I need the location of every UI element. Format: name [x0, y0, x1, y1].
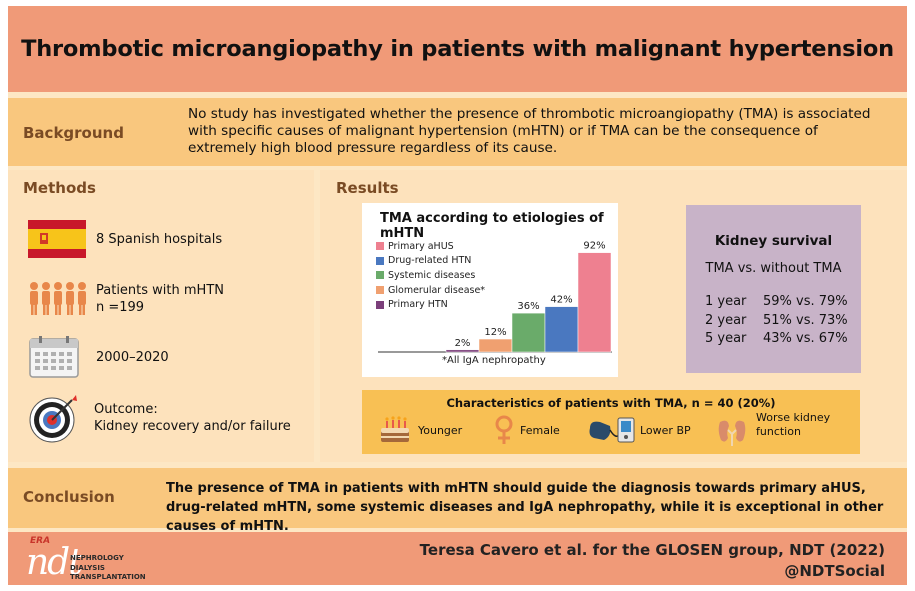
- characteristics-box: Characteristics of patients with TMA, n …: [362, 390, 860, 454]
- logo-line-1: NEPHROLOGY: [70, 554, 124, 562]
- legend-swatch: [376, 300, 384, 309]
- bar-value-label: 42%: [550, 295, 572, 306]
- blood-pressure-monitor-icon: [589, 417, 635, 443]
- kidney-row: 5 year 43% vs. 67%: [705, 330, 848, 349]
- kidney-row-value: 51% vs. 73%: [763, 312, 848, 328]
- characteristic-kidney-label-2: function: [756, 425, 801, 438]
- method-patients-count: n =199: [96, 300, 145, 315]
- kidney-row-value: 59% vs. 79%: [763, 294, 848, 309]
- characteristic-female: Female: [492, 414, 560, 446]
- characteristic-younger: Younger: [378, 414, 462, 446]
- background-label: Background: [23, 124, 124, 142]
- logo-line-2: DIALYSIS: [70, 563, 105, 572]
- bar-glomerular-disease: [478, 338, 513, 353]
- target-icon: [29, 395, 77, 443]
- bar-systemic-diseases: [511, 312, 546, 353]
- logo-journal-name: NEPHROLOGY DIALYSIS TRANSPLANTATION: [70, 554, 146, 583]
- legend-item: Systemic diseases: [376, 268, 485, 283]
- logo-line-3: TRANSPLANTATION: [70, 573, 146, 581]
- legend-item: Drug-related HTN: [376, 254, 485, 269]
- legend-label: Systemic diseases: [388, 269, 476, 281]
- conclusion-label: Conclusion: [23, 488, 115, 506]
- kidney-survival-subtitle: TMA vs. without TMA: [705, 261, 842, 276]
- kidney-row-year: 1 year: [705, 294, 747, 309]
- method-patients-text: Patients with mHTN: [96, 283, 224, 298]
- infographic: Thrombotic microangiopathy in patients w…: [8, 6, 907, 585]
- legend-label: Glomerular disease*: [388, 284, 486, 296]
- characteristic-lower-bp: Lower BP: [586, 414, 691, 446]
- ndt-logo: ndt ERA NEPHROLOGY DIALYSIS TRANSPLANTAT…: [22, 536, 192, 583]
- characteristic-kidney-function: Worse kidney function: [716, 411, 831, 448]
- legend-item: Glomerular disease*: [376, 283, 485, 298]
- results-section: Results 2% 12% 36% 42% 92% TMA according to …: [320, 170, 907, 462]
- conclusion-text: The presence of TMA in patients with mHT…: [166, 481, 884, 534]
- method-item-outcome: Outcome: Kidney recovery and/or failure: [28, 392, 291, 444]
- calendar-icon: [29, 336, 79, 378]
- citation-text: Teresa Cavero et al. for the GLOSEN grou…: [419, 541, 885, 559]
- characteristics-title: Characteristics of patients with TMA, n …: [446, 396, 776, 410]
- chart-legend: Primary aHUS Drug-related HTN Systemic dis…: [376, 239, 485, 312]
- characteristic-female-label: Female: [520, 423, 560, 437]
- background-section: Background No study has investigated whe…: [8, 98, 907, 166]
- chart-title: TMA according to etiologies of mHTN: [380, 211, 604, 241]
- bar-drug-related-htn: [544, 306, 579, 353]
- methods-label: Methods: [23, 179, 96, 197]
- bar-chart: 2% 12% 36% 42% 92%: [378, 241, 612, 353]
- kidney-survival-rows: 1 year 59% vs. 79% 2 year 51% vs. 73% 5 ye…: [705, 293, 848, 349]
- bar-value-label: 12%: [484, 327, 506, 338]
- chart-footnote: *All IgA nephropathy: [442, 355, 546, 366]
- bar-primary-htn: [445, 349, 480, 353]
- methods-section: Methods 8 Spanish hospitals: [8, 170, 314, 462]
- tma-etiology-chart: 2% 12% 36% 42% 92% TMA according to etiologi…: [362, 203, 618, 377]
- results-label: Results: [336, 179, 399, 197]
- title-bar: Thrombotic microangiopathy in patients w…: [8, 6, 907, 92]
- legend-swatch: [376, 286, 384, 295]
- method-item-period: 2000–2020: [28, 335, 169, 379]
- birthday-cake-icon: [381, 416, 409, 442]
- social-handle[interactable]: @NDTSocial: [784, 562, 885, 580]
- legend-swatch: [376, 256, 384, 265]
- patients-icon: [30, 282, 86, 315]
- spain-flag-icon: [28, 220, 86, 258]
- legend-label: Drug-related HTN: [388, 255, 472, 267]
- legend-swatch: [376, 242, 384, 251]
- kidney-survival-card: Kidney survival TMA vs. without TMA 1 ye…: [686, 205, 861, 373]
- legend-swatch: [376, 271, 384, 280]
- logo-era: ERA: [30, 536, 51, 546]
- method-outcome-text: Kidney recovery and/or failure: [94, 419, 291, 434]
- kidney-row-year: 5 year: [705, 331, 747, 346]
- method-item-patients: Patients with mHTN n =199: [28, 280, 224, 318]
- legend-item: Primary HTN: [376, 297, 485, 312]
- kidney-row-year: 2 year: [705, 312, 747, 328]
- kidney-survival-title: Kidney survival: [714, 233, 833, 249]
- female-symbol-icon: [495, 415, 513, 444]
- kidney-row: 2 year 51% vs. 73%: [705, 312, 848, 331]
- method-item-hospitals: 8 Spanish hospitals: [28, 218, 222, 260]
- citation: Teresa Cavero et al. for the GLOSEN grou…: [420, 540, 885, 582]
- kidneys-icon: [718, 420, 746, 446]
- method-hospitals-text: 8 Spanish hospitals: [96, 231, 223, 247]
- kidney-row: 1 year 59% vs. 79%: [705, 293, 848, 312]
- method-outcome-label: Outcome:: [94, 402, 158, 417]
- legend-label: Primary HTN: [388, 299, 448, 311]
- background-text: No study has investigated whether the pr…: [188, 106, 871, 156]
- characteristic-kidney-label: Worse kidney: [756, 411, 831, 424]
- bar-value-label: 2%: [455, 338, 471, 349]
- legend-label: Primary aHUS: [388, 240, 454, 252]
- characteristic-younger-label: Younger: [418, 423, 463, 437]
- page-title: Thrombotic microangiopathy in patients w…: [21, 36, 894, 62]
- footer: ndt ERA NEPHROLOGY DIALYSIS TRANSPLANTAT…: [8, 532, 907, 585]
- bar-value-label: 36%: [517, 301, 539, 312]
- conclusion-section: Conclusion The presence of TMA in patien…: [8, 468, 907, 534]
- characteristic-lower-bp-label: Lower BP: [640, 423, 691, 437]
- bar-primary-ahus: [577, 252, 612, 353]
- bar-value-label: 92%: [583, 241, 605, 252]
- kidney-row-value: 43% vs. 67%: [763, 331, 848, 346]
- logo-ndt: ndt: [26, 542, 83, 583]
- legend-item: Primary aHUS: [376, 239, 485, 254]
- method-period-text: 2000–2020: [96, 349, 169, 365]
